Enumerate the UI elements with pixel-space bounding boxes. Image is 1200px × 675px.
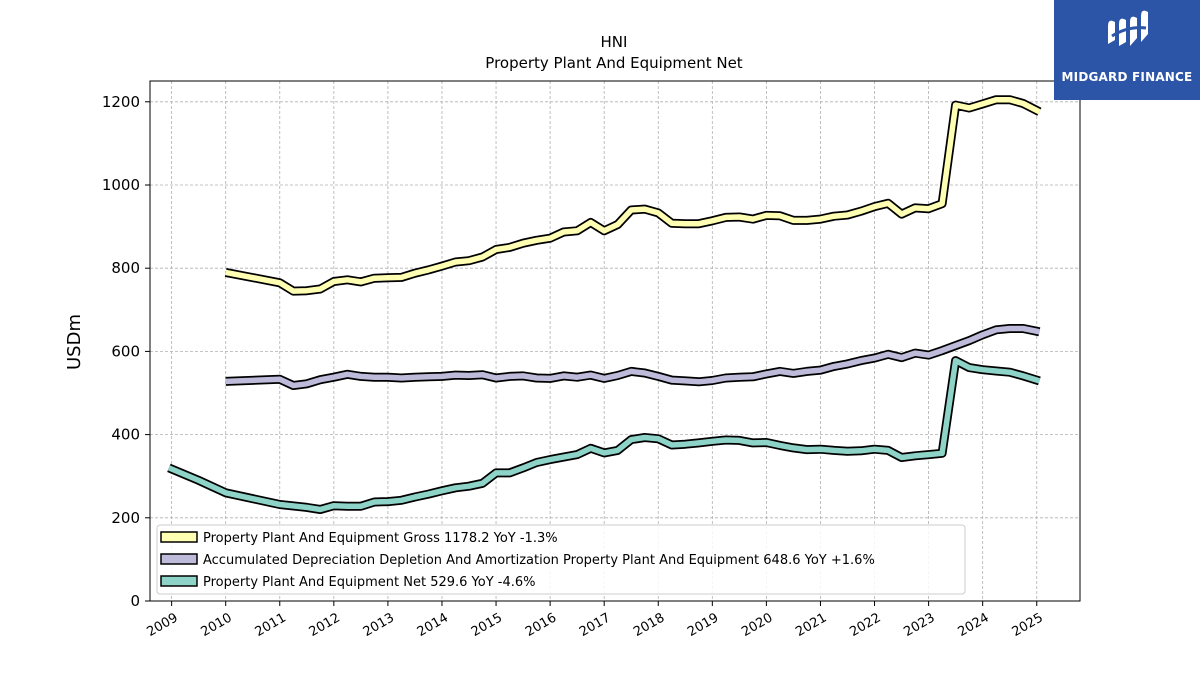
- x-tick-label: 2011: [253, 610, 289, 640]
- y-tick-label: 200: [111, 509, 140, 527]
- x-tick-label: 2010: [199, 610, 235, 640]
- x-tick-label: 2014: [415, 610, 451, 640]
- series-line-1: [225, 96, 1041, 294]
- x-tick-label: 2020: [739, 610, 775, 640]
- series-outline-1: [224, 95, 1042, 296]
- y-tick-label: 0: [130, 592, 140, 610]
- chart-subtitle: Property Plant And Equipment Net: [485, 54, 742, 72]
- x-tick-label: 2023: [901, 610, 937, 640]
- y-tick-label: 1200: [102, 93, 140, 111]
- x-tick-label: 2017: [577, 610, 613, 640]
- chart-title: HNI: [601, 33, 628, 51]
- x-tick-label: 2021: [793, 610, 829, 640]
- series-lines: [167, 95, 1042, 514]
- legend: Property Plant And Equipment Gross 1178.…: [156, 524, 966, 595]
- plot-frame: [149, 80, 1081, 602]
- x-tick-label: 2009: [144, 610, 180, 640]
- y-tick-label: 400: [111, 426, 140, 444]
- x-tick-label: 2022: [847, 610, 883, 640]
- legend-box: [156, 524, 966, 595]
- x-tick-label: 2015: [469, 610, 505, 640]
- legend-label-3: Property Plant And Equipment Net 529.6 Y…: [203, 575, 536, 590]
- brand-logo: MIDGARD FINANCE: [1054, 0, 1200, 100]
- x-tick-label: 2012: [307, 610, 343, 640]
- x-tick-label: 2019: [685, 610, 721, 640]
- y-axis-label: USDm: [64, 314, 85, 370]
- legend-swatch-1: [160, 531, 198, 543]
- x-tick-label: 2024: [956, 610, 992, 640]
- y-axis: 0 200 400 600 800 1000 1200: [102, 93, 150, 610]
- x-tick-label: 2013: [361, 610, 397, 640]
- x-tick-label: 2016: [523, 610, 559, 640]
- legend-label-2: Accumulated Depreciation Depletion And A…: [203, 553, 875, 568]
- x-tick-label: 2025: [1010, 610, 1046, 640]
- x-axis: 2009 2010 2011 2012 2013 2014 2015 2016 2017 2018…: [144, 601, 1046, 640]
- series-line-2: [225, 325, 1040, 389]
- grid-lines: [150, 81, 1080, 602]
- brand-name: MIDGARD FINANCE: [1061, 70, 1193, 84]
- y-tick-label: 800: [111, 259, 140, 277]
- legend-label-1: Property Plant And Equipment Gross 1178.…: [203, 531, 558, 546]
- y-tick-label: 600: [111, 342, 140, 360]
- y-tick-label: 1000: [102, 176, 140, 194]
- x-tick-label: 2018: [631, 610, 667, 640]
- legend-swatch-3: [160, 575, 198, 587]
- legend-swatch-2: [160, 553, 198, 565]
- series-line-3: [167, 357, 1041, 513]
- brand-mark-icon: [1108, 10, 1148, 46]
